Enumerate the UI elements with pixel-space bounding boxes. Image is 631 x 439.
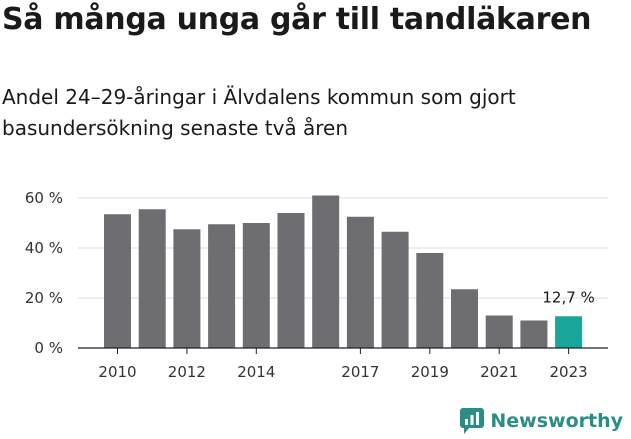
data-label-2023: 12,7 % xyxy=(542,288,594,306)
x-tick-label: 2017 xyxy=(341,363,379,381)
x-tick-label: 2021 xyxy=(480,363,518,381)
axes xyxy=(78,347,608,354)
bar-2019 xyxy=(416,253,444,348)
bar-2015 xyxy=(277,213,305,348)
bar-2014 xyxy=(242,223,270,348)
brand-logo: Newsworthy xyxy=(460,408,623,434)
bar-2022 xyxy=(520,320,548,348)
bar-2021 xyxy=(485,315,513,348)
chart-title: Så många unga går till tandläkaren xyxy=(2,2,592,37)
x-tick-label: 2014 xyxy=(237,363,275,381)
bar-2017 xyxy=(346,216,374,348)
newsworthy-icon xyxy=(460,408,485,434)
bar-2010 xyxy=(104,214,131,348)
bar-2018 xyxy=(381,231,409,348)
y-tick-label: 20 % xyxy=(25,289,63,307)
y-tick-label: 60 % xyxy=(25,189,63,207)
brand-name: Newsworthy xyxy=(490,410,623,432)
bar-2011 xyxy=(138,209,166,348)
x-tick-label: 2010 xyxy=(98,363,136,381)
x-tick-label: 2019 xyxy=(411,363,449,381)
x-tick-label: 2012 xyxy=(168,363,206,381)
bar-2020 xyxy=(451,289,478,348)
grid-lines xyxy=(78,197,608,299)
bar-2013 xyxy=(208,224,236,348)
bar-2023 xyxy=(555,316,583,348)
y-tick-label: 40 % xyxy=(25,239,63,257)
bar-2016 xyxy=(312,195,340,348)
axis-labels: 0 % 20 % 40 % 60 % 2010 2012 2014 2017 2019 2021 2… xyxy=(25,189,595,381)
y-tick-label: 0 % xyxy=(34,339,63,357)
x-tick-label: 2023 xyxy=(550,363,588,381)
bars xyxy=(104,195,583,348)
chart-subtitle: Andel 24–29-åringar i Älvdalens kommun s… xyxy=(2,85,516,140)
bar-2012 xyxy=(173,229,201,348)
